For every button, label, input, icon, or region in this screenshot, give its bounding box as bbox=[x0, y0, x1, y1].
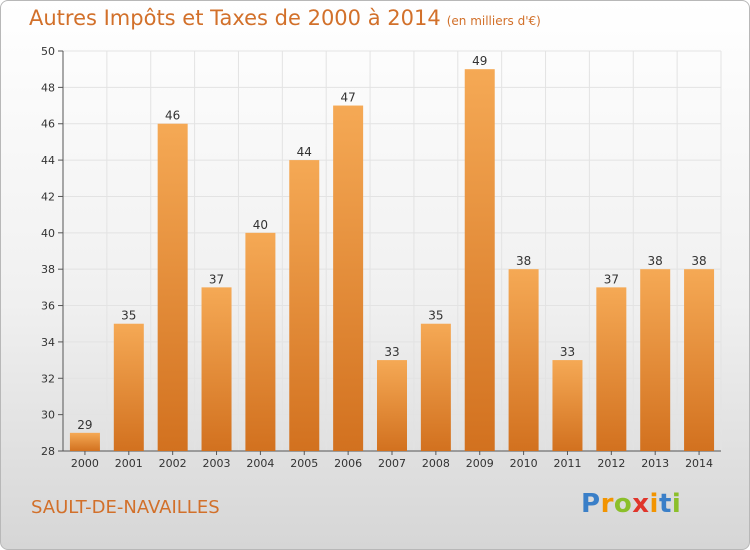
y-tick-label: 50 bbox=[41, 45, 55, 58]
bar-2004[interactable] bbox=[245, 232, 276, 451]
value-label-2002: 46 bbox=[165, 109, 180, 123]
x-tick-label-2002: 2002 bbox=[159, 457, 187, 470]
proxiti-logo[interactable]: Proxiti bbox=[581, 489, 681, 519]
bar-2000[interactable] bbox=[69, 432, 100, 451]
value-label-2014: 38 bbox=[691, 254, 706, 268]
chart-title: Autres Impôts et Taxes de 2000 à 2014 (en… bbox=[29, 6, 541, 30]
bar-2011[interactable] bbox=[552, 360, 583, 451]
x-tick-label-2004: 2004 bbox=[246, 457, 274, 470]
commune-name: SAULT-DE-NAVAILLES bbox=[31, 497, 220, 518]
title-text: Autres Impôts et Taxes de 2000 à 2014 bbox=[29, 6, 441, 30]
x-tick-label-2012: 2012 bbox=[597, 457, 625, 470]
value-label-2000: 29 bbox=[77, 418, 92, 432]
logo-letter: r bbox=[600, 489, 614, 519]
x-tick-label-2013: 2013 bbox=[641, 457, 669, 470]
x-tick-label-2006: 2006 bbox=[334, 457, 362, 470]
y-tick-label: 38 bbox=[41, 263, 55, 276]
x-tick-label-2011: 2011 bbox=[553, 457, 581, 470]
y-tick-label: 46 bbox=[41, 118, 55, 131]
y-tick-label: 32 bbox=[41, 372, 55, 385]
value-label-2004: 40 bbox=[253, 218, 268, 232]
value-label-2001: 35 bbox=[121, 309, 136, 323]
y-tick-label: 36 bbox=[41, 300, 55, 313]
x-tick-label-2007: 2007 bbox=[378, 457, 406, 470]
value-label-2011: 33 bbox=[560, 345, 575, 359]
bar-2012[interactable] bbox=[596, 287, 627, 451]
y-tick-label: 30 bbox=[41, 409, 55, 422]
x-tick-label-2008: 2008 bbox=[422, 457, 450, 470]
value-label-2007: 33 bbox=[384, 345, 399, 359]
bar-2010[interactable] bbox=[508, 269, 539, 451]
bar-2007[interactable] bbox=[377, 360, 407, 451]
bar-2008[interactable] bbox=[420, 323, 451, 451]
x-tick-label-2003: 2003 bbox=[203, 457, 231, 470]
y-tick-label: 28 bbox=[41, 445, 55, 458]
bar-2009[interactable] bbox=[464, 69, 495, 451]
value-label-2009: 49 bbox=[472, 54, 487, 68]
logo-letter: x bbox=[632, 489, 650, 519]
x-tick-label-2010: 2010 bbox=[510, 457, 538, 470]
value-label-2010: 38 bbox=[516, 254, 531, 268]
value-label-2012: 37 bbox=[604, 272, 619, 286]
x-tick-label-2000: 2000 bbox=[71, 457, 99, 470]
y-tick-label: 42 bbox=[41, 190, 55, 203]
chart-subtitle: (en milliers d'€) bbox=[446, 14, 541, 28]
logo-letter: P bbox=[581, 489, 601, 519]
value-label-2005: 44 bbox=[297, 145, 312, 159]
value-label-2003: 37 bbox=[209, 272, 224, 286]
bar-2003[interactable] bbox=[201, 287, 232, 451]
bar-2013[interactable] bbox=[640, 269, 671, 451]
y-tick-label: 40 bbox=[41, 227, 55, 240]
bar-2001[interactable] bbox=[113, 323, 144, 451]
value-label-2013: 38 bbox=[648, 254, 663, 268]
y-tick-label: 48 bbox=[41, 81, 55, 94]
x-tick-label-2005: 2005 bbox=[290, 457, 318, 470]
x-tick-label-2009: 2009 bbox=[466, 457, 494, 470]
logo-letter: t bbox=[658, 489, 672, 519]
logo-letter: i bbox=[671, 489, 682, 519]
y-tick-label: 34 bbox=[41, 336, 55, 349]
bar-2014[interactable] bbox=[684, 269, 715, 451]
bar-2002[interactable] bbox=[157, 123, 188, 452]
bar-2005[interactable] bbox=[289, 160, 320, 451]
value-label-2006: 47 bbox=[340, 91, 355, 105]
logo-letter: i bbox=[649, 489, 659, 519]
x-tick-label-2014: 2014 bbox=[685, 457, 713, 470]
x-tick-label-2001: 2001 bbox=[115, 457, 143, 470]
bar-2006[interactable] bbox=[333, 105, 364, 451]
logo-letter: o bbox=[613, 489, 633, 519]
value-label-2008: 35 bbox=[428, 309, 443, 323]
y-tick-label: 44 bbox=[41, 154, 55, 167]
